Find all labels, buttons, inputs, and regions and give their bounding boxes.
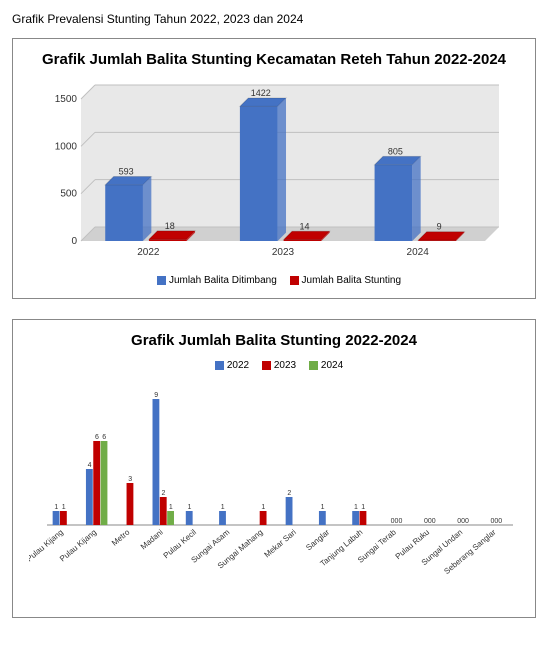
svg-text:18: 18 bbox=[165, 221, 175, 231]
svg-text:1: 1 bbox=[188, 504, 192, 511]
svg-text:2: 2 bbox=[287, 490, 291, 497]
legend-label: Jumlah Balita Stunting bbox=[302, 275, 402, 286]
svg-text:1: 1 bbox=[354, 504, 358, 511]
svg-text:9: 9 bbox=[154, 392, 158, 399]
svg-text:9: 9 bbox=[437, 222, 442, 232]
chart2-legend: 2022 2023 2024 bbox=[25, 360, 523, 371]
svg-text:2: 2 bbox=[162, 490, 166, 497]
svg-text:1: 1 bbox=[261, 504, 265, 511]
svg-text:1: 1 bbox=[54, 504, 58, 511]
svg-text:000: 000 bbox=[457, 518, 469, 525]
svg-text:Pulau Kijang: Pulau Kijang bbox=[58, 528, 98, 564]
svg-text:2024: 2024 bbox=[407, 247, 430, 258]
page-heading: Grafik Prevalensi Stunting Tahun 2022, 2… bbox=[12, 12, 536, 26]
chart2-container: Grafik Jumlah Balita Stunting 2022-2024 … bbox=[12, 319, 536, 618]
svg-text:1: 1 bbox=[321, 504, 325, 511]
svg-text:Metro: Metro bbox=[110, 527, 132, 547]
svg-text:Sanglar: Sanglar bbox=[304, 527, 331, 552]
svg-text:Madani: Madani bbox=[139, 528, 165, 552]
legend-swatch bbox=[309, 361, 318, 370]
chart2-title: Grafik Jumlah Balita Stunting 2022-2024 bbox=[25, 332, 523, 350]
chart2-svg: 11Seberang Pulau Kijang466Pulau Kijang3M… bbox=[29, 375, 519, 605]
svg-text:500: 500 bbox=[60, 189, 77, 200]
svg-text:000: 000 bbox=[491, 518, 503, 525]
svg-text:6: 6 bbox=[102, 434, 106, 441]
legend-swatch bbox=[290, 276, 299, 285]
svg-text:1: 1 bbox=[361, 504, 365, 511]
chart1-legend: Jumlah Balita Ditimbang Jumlah Balita St… bbox=[25, 275, 523, 286]
legend-label: 2023 bbox=[274, 360, 296, 371]
svg-text:593: 593 bbox=[119, 166, 134, 176]
legend-swatch bbox=[157, 276, 166, 285]
svg-text:6: 6 bbox=[95, 434, 99, 441]
svg-text:0: 0 bbox=[71, 236, 77, 247]
svg-text:2022: 2022 bbox=[137, 247, 160, 258]
svg-text:2023: 2023 bbox=[272, 247, 295, 258]
svg-text:1: 1 bbox=[169, 504, 173, 511]
svg-text:1: 1 bbox=[221, 504, 225, 511]
svg-text:000: 000 bbox=[424, 518, 436, 525]
svg-text:1: 1 bbox=[62, 504, 66, 511]
svg-text:Mekar Sari: Mekar Sari bbox=[263, 528, 299, 560]
svg-text:1000: 1000 bbox=[55, 141, 78, 152]
svg-text:1422: 1422 bbox=[251, 88, 271, 98]
svg-text:14: 14 bbox=[299, 221, 309, 231]
svg-text:1500: 1500 bbox=[55, 94, 78, 105]
legend-label: 2024 bbox=[321, 360, 343, 371]
svg-text:4: 4 bbox=[88, 462, 92, 469]
legend-label: Jumlah Balita Ditimbang bbox=[169, 275, 277, 286]
svg-text:000: 000 bbox=[391, 518, 403, 525]
chart1-title: Grafik Jumlah Balita Stunting Kecamatan … bbox=[25, 51, 523, 69]
legend-swatch bbox=[262, 361, 271, 370]
svg-text:805: 805 bbox=[388, 146, 403, 156]
chart1-svg: 0 500 1000 1500 593 18 2022 1422 14 2023 805 9 2024 bbox=[39, 79, 509, 269]
legend-swatch bbox=[215, 361, 224, 370]
svg-text:3: 3 bbox=[128, 476, 132, 483]
legend-label: 2022 bbox=[227, 360, 249, 371]
chart1-container: Grafik Jumlah Balita Stunting Kecamatan … bbox=[12, 38, 536, 299]
